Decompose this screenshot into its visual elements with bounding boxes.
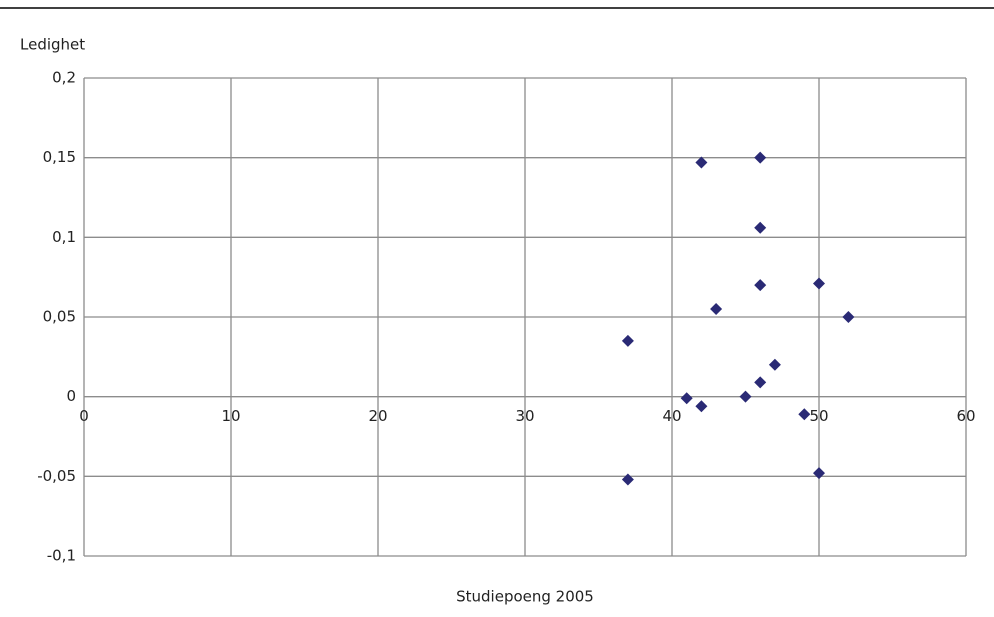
y-tick-label: 0,15 [43, 148, 76, 166]
point [695, 400, 708, 413]
point [621, 334, 634, 347]
point [695, 156, 708, 169]
point [842, 311, 855, 323]
y-tick-label: 0 [66, 387, 76, 405]
point [813, 467, 825, 480]
point [680, 392, 693, 405]
point [754, 151, 767, 164]
y-tick-label: -0,1 [47, 547, 76, 565]
x-tick-label: 0 [79, 407, 89, 425]
y-axis-label: Ledighet [20, 36, 85, 54]
x-tick-label: 40 [662, 407, 681, 425]
point [754, 221, 767, 234]
point [739, 390, 752, 403]
point [754, 376, 767, 389]
point [754, 279, 767, 292]
x-tick-label: 60 [956, 407, 975, 425]
y-tick-label: 0,1 [52, 228, 76, 246]
x-tick-label: 20 [368, 407, 387, 425]
point [768, 358, 781, 371]
point [798, 408, 811, 421]
point [621, 473, 634, 486]
x-tick-label: 50 [809, 407, 828, 425]
point [710, 303, 723, 316]
x-tick-label: 10 [221, 407, 240, 425]
y-tick-label: 0,05 [43, 308, 76, 326]
y-tick-label: 0,2 [52, 69, 76, 87]
x-tick-label: 30 [515, 407, 534, 425]
x-axis-label: Studiepoeng 2005 [456, 588, 594, 606]
point [813, 277, 825, 290]
y-tick-label: -0,05 [37, 467, 76, 485]
